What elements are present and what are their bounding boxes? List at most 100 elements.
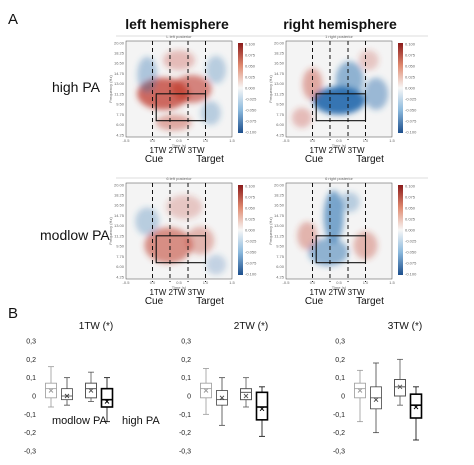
boxplot-panel: 0,3 0,2 0,1 0 -0,1 -0,2 -0,3 3TW (*) [333, 321, 423, 456]
y-tick-label: 0 [187, 394, 191, 401]
colorbar-tick: 0.050 [405, 205, 416, 210]
box-mean-marker [259, 406, 265, 412]
y-tick-label: -0,3 [24, 449, 36, 456]
box-3 [85, 371, 97, 402]
subplot-title: 6 right posterior [325, 176, 353, 181]
colorbar-tick: 0.075 [405, 52, 416, 57]
colorbar-tick: -0.075 [245, 260, 257, 265]
subplot-title: 6 left posterior [166, 176, 192, 181]
heatmap-modlow-left: 6 left posterior 20.00 18.25 16.50 14.75 13.0… [108, 176, 257, 307]
y-tick-label: 7.75 [116, 112, 125, 117]
box-body [255, 391, 269, 421]
y-axis-label: Frequency (Hz) [108, 217, 113, 245]
colorbar-tick: 0.000 [405, 227, 416, 232]
y-tick-label: 11.25 [114, 233, 124, 238]
x-tick-label: -0.5 [283, 138, 291, 143]
heatmap-frame [125, 40, 233, 138]
roi-box [315, 235, 367, 264]
heatmap-blob [308, 238, 349, 267]
colorbar-tick: -0.025 [405, 238, 417, 243]
colorbar-tick: 0.075 [245, 194, 256, 199]
box-mean-marker [397, 384, 403, 390]
y-tick-label: 0,2 [181, 357, 191, 364]
roi-box [155, 235, 207, 264]
y-tick-label: 0,3 [181, 339, 191, 346]
y-tick-label: 7.75 [276, 254, 285, 259]
roi-box [315, 93, 367, 122]
heatmap-blob [323, 190, 344, 243]
x-tick-label: 0.0 [310, 280, 316, 285]
y-tick-label: 4.25 [116, 274, 125, 279]
y-tick-label: 0 [32, 394, 36, 401]
box-1 [354, 369, 366, 423]
colorbar-tick: 0.050 [245, 205, 256, 210]
heatmap-blob [364, 77, 389, 110]
heatmap-blob [291, 107, 312, 128]
box-2 [216, 377, 228, 426]
y-tick-label: 6.00 [116, 264, 125, 269]
box-body [61, 388, 73, 401]
colorbar-tick: -0.050 [245, 107, 257, 112]
x-tick-label: 1.0 [203, 280, 209, 285]
y-tick-label: 4.25 [276, 274, 285, 279]
boxplot-title: 1TW (*) [79, 321, 113, 332]
roi-box [155, 93, 207, 122]
target-label: Target [356, 154, 384, 165]
heatmap-blob [163, 50, 195, 71]
x-tick-label: 1.5 [229, 138, 235, 143]
colorbar [238, 185, 243, 275]
heatmap-blob [339, 192, 360, 213]
panel-b-letter: B [8, 305, 18, 322]
y-tick-label: 4.25 [276, 132, 285, 137]
y-tick-label: -0,1 [333, 412, 345, 419]
y-tick-label: 14.75 [274, 71, 285, 76]
heatmap-blob [171, 75, 212, 103]
box-mean-marker [104, 399, 110, 404]
tw-labels: 1TW 2TW 3TW [309, 146, 365, 155]
y-tick-label: 6.00 [116, 122, 125, 127]
box-3 [394, 358, 406, 406]
colorbar-tick: -0.050 [245, 249, 257, 254]
colorbar-tick: -0.025 [405, 96, 417, 101]
y-tick-label: 0,1 [26, 375, 36, 382]
box-mean-marker [64, 393, 70, 399]
y-tick-label: -0,2 [179, 430, 191, 437]
x-tick-label: -0.5 [123, 138, 131, 143]
panel-a-letter: A [8, 11, 18, 28]
heatmap-blob [137, 56, 158, 93]
row-title-modlow: modlow PA [40, 227, 110, 243]
heatmap-blob [186, 226, 215, 255]
heatmap-frame [125, 182, 233, 280]
colorbar-tick: -0.075 [245, 118, 257, 123]
x-tick-label: -0.5 [123, 280, 131, 285]
y-tick-label: 0 [341, 394, 345, 401]
x-tick-label: 0.5 [336, 280, 342, 285]
cue-label: Cue [145, 154, 164, 165]
y-tick-label: 18.25 [274, 51, 285, 56]
x-tick-label: 0.0 [150, 138, 156, 143]
x-tick-label: 0.0 [150, 280, 156, 285]
y-tick-label: 0,3 [335, 339, 345, 346]
x-axis-label: Time (s) [172, 143, 187, 148]
subplot-title: 1 right posterior [325, 34, 353, 39]
colorbar-tick: 0.000 [405, 85, 416, 90]
colorbar-tick: 0.025 [245, 74, 256, 79]
x-axis-label: Time (s) [172, 285, 187, 290]
target-label: Target [356, 296, 384, 307]
x-tick-label: 1.0 [363, 138, 369, 143]
y-tick-label: 16.50 [274, 203, 285, 208]
y-tick-label: 14.75 [114, 213, 125, 218]
heatmap-blob [135, 207, 160, 236]
y-tick-label: 13.00 [274, 81, 285, 86]
colorbar-tick: -0.050 [405, 107, 417, 112]
heatmap-blob [297, 221, 318, 250]
colorbar-tick: -0.100 [245, 129, 257, 134]
y-tick-label: 20.00 [274, 182, 285, 187]
y-tick-label: 18.25 [114, 193, 125, 198]
heatmap-blob [206, 254, 227, 275]
y-tick-label: 16.50 [274, 61, 285, 66]
boxplot-panel: 0,3 0,2 0,1 0 -0,1 -0,2 -0,3 2TW (*) [179, 321, 269, 456]
col-title-left: left hemisphere [125, 16, 229, 32]
boxplot-title: 3TW (*) [388, 321, 422, 332]
colorbar-tick: -0.075 [405, 118, 417, 123]
